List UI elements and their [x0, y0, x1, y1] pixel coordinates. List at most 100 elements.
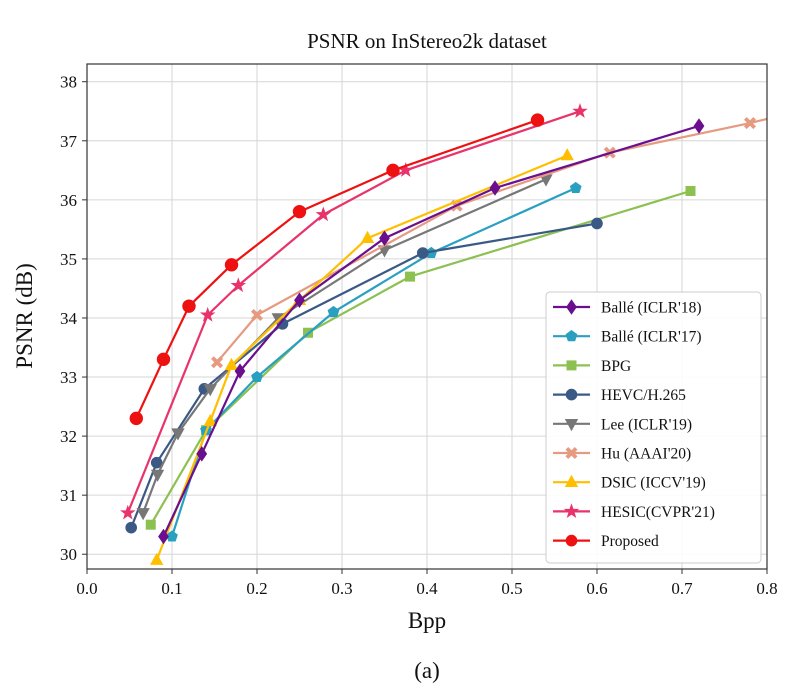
x-tick-label: 0.8	[756, 579, 777, 598]
data-point	[196, 446, 208, 462]
data-point	[360, 230, 375, 243]
legend-label: DSIC (ICCV'19)	[601, 475, 706, 492]
data-point	[224, 258, 239, 272]
data-point	[327, 305, 340, 318]
data-point	[145, 519, 156, 530]
series-layer	[120, 103, 768, 565]
series-7	[120, 103, 588, 520]
legend-marker	[566, 360, 577, 371]
x-axis-label: Bpp	[408, 608, 446, 633]
legend-marker	[565, 534, 578, 547]
data-point	[315, 206, 332, 222]
y-tick-labels: 30 31 32 33 34 35 36 37 38	[60, 73, 87, 564]
series-line	[126, 110, 581, 514]
data-point	[171, 428, 185, 441]
figure-caption: (a)	[414, 658, 440, 683]
data-point	[224, 357, 239, 370]
data-point	[251, 370, 263, 383]
data-point	[150, 552, 164, 565]
data-point	[591, 217, 603, 230]
y-tick-label: 34	[60, 309, 78, 328]
data-point	[386, 163, 400, 178]
data-point	[250, 309, 264, 322]
y-tick-label: 37	[60, 132, 78, 151]
x-tick-label: 0.4	[416, 579, 438, 598]
data-point	[416, 247, 429, 259]
data-point	[530, 113, 545, 127]
legend-label: HESIC(CVPR'21)	[601, 504, 715, 521]
legend-box	[545, 291, 762, 564]
x-tick-label: 0.3	[331, 579, 352, 598]
data-point	[125, 521, 137, 534]
legend-label: Hu (AAAI'20)	[601, 446, 691, 463]
data-point	[292, 204, 307, 219]
data-point	[569, 181, 582, 194]
legend-label: HEVC/H.265	[601, 387, 686, 404]
y-axis-label: PSNR (dB)	[12, 263, 37, 368]
data-point	[743, 117, 757, 130]
y-tick-label: 35	[60, 250, 77, 269]
legend-marker	[564, 419, 579, 432]
legend-item: Ballé (ICLR'17)	[553, 329, 702, 346]
data-point	[182, 299, 196, 313]
legend-marker	[566, 299, 577, 315]
legend-marker	[563, 503, 580, 518]
data-point	[560, 148, 574, 161]
legend-label: BPG	[601, 358, 631, 375]
legend-marker	[565, 388, 578, 401]
y-tick-label: 31	[60, 486, 77, 505]
x-tick-label: 0.1	[161, 579, 182, 598]
chart-title: PSNR on InStereo2k dataset	[307, 29, 547, 53]
data-point	[150, 456, 163, 469]
data-point	[211, 356, 224, 369]
legend-item: DSIC (ICCV'19)	[553, 475, 706, 492]
data-point	[203, 384, 217, 397]
data-point	[379, 230, 390, 247]
x-tick-label: 0.5	[501, 579, 522, 598]
series-line	[155, 154, 568, 561]
legend-label: Proposed	[601, 533, 659, 550]
x-tick-labels: 0.0 0.1 0.2 0.3 0.4 0.5 0.6 0.7 0.8	[76, 569, 778, 598]
data-point	[150, 469, 165, 482]
y-tick-label: 32	[60, 427, 77, 446]
series-3	[125, 217, 603, 534]
series-4	[136, 174, 553, 521]
legend-item: HESIC(CVPR'21)	[553, 503, 715, 521]
y-tick-label: 36	[60, 191, 77, 210]
data-point	[158, 528, 169, 545]
legend-label: Ballé (ICLR'18)	[601, 300, 702, 317]
legend-item: Proposed	[553, 533, 659, 550]
series-line	[135, 119, 538, 419]
data-point	[129, 411, 144, 426]
data-point	[230, 277, 247, 293]
data-point	[404, 271, 416, 282]
legend-label: Lee (ICLR'19)	[601, 416, 692, 433]
y-tick-label: 33	[60, 368, 77, 387]
legend-marker	[564, 474, 579, 487]
series-line	[130, 222, 598, 529]
legend-item: Lee (ICLR'19)	[553, 416, 692, 433]
data-point	[234, 363, 246, 379]
data-point	[203, 413, 217, 427]
legend-marker	[565, 446, 578, 460]
x-tick-label: 0.2	[246, 579, 267, 598]
x-tick-label: 0.0	[76, 579, 97, 598]
legend: Ballé (ICLR'18) Ballé (ICLR'17) BPG HEVC/H.…	[545, 291, 762, 564]
series-8	[129, 113, 545, 426]
data-point	[693, 118, 705, 134]
legend-marker	[565, 330, 578, 342]
legend-label: Ballé (ICLR'17)	[601, 329, 702, 346]
data-point	[136, 508, 150, 521]
x-tick-label: 0.6	[586, 579, 607, 598]
y-tick-label: 38	[60, 73, 77, 92]
legend-item: Hu (AAAI'20)	[553, 446, 691, 463]
series-0	[158, 118, 705, 545]
data-point	[685, 185, 696, 196]
legend-item: Ballé (ICLR'18)	[553, 299, 702, 317]
data-point	[199, 306, 216, 322]
data-point	[156, 352, 171, 367]
x-tick-label: 0.7	[671, 579, 693, 598]
data-point	[120, 504, 136, 520]
data-point	[489, 180, 501, 196]
